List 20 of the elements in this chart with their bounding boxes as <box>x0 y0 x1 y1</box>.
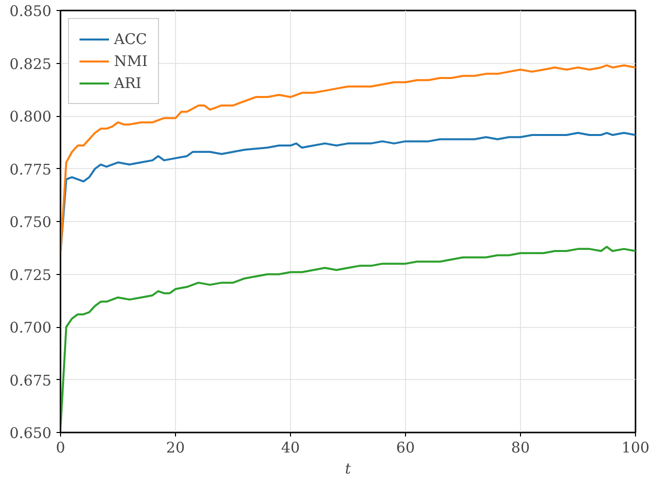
y-tick-label: 0.650 <box>10 425 52 442</box>
x-axis-title: t <box>345 460 352 478</box>
y-tick-label: 0.850 <box>10 3 52 20</box>
y-tick-label: 0.675 <box>10 372 52 390</box>
y-tick-label: 0.800 <box>10 108 52 126</box>
x-tick-label: 60 <box>396 440 415 456</box>
line-series <box>60 246 636 430</box>
x-tick-label: 100 <box>622 440 650 456</box>
x-tick-label: 80 <box>511 440 530 456</box>
y-tick-label: 0.775 <box>10 161 52 178</box>
legend-label: ARI <box>114 74 142 92</box>
x-tick-label: 0 <box>56 440 66 456</box>
x-tick-label: 40 <box>281 440 300 456</box>
legend-label: ACC <box>114 30 148 48</box>
y-tick-label: 0.750 <box>10 214 52 231</box>
legend-label: NMI <box>114 52 148 70</box>
x-tick-label: 20 <box>166 440 185 456</box>
y-tick-label: 0.825 <box>10 56 52 73</box>
y-tick-label: 0.700 <box>10 320 52 336</box>
y-tick-label: 0.725 <box>10 266 52 284</box>
